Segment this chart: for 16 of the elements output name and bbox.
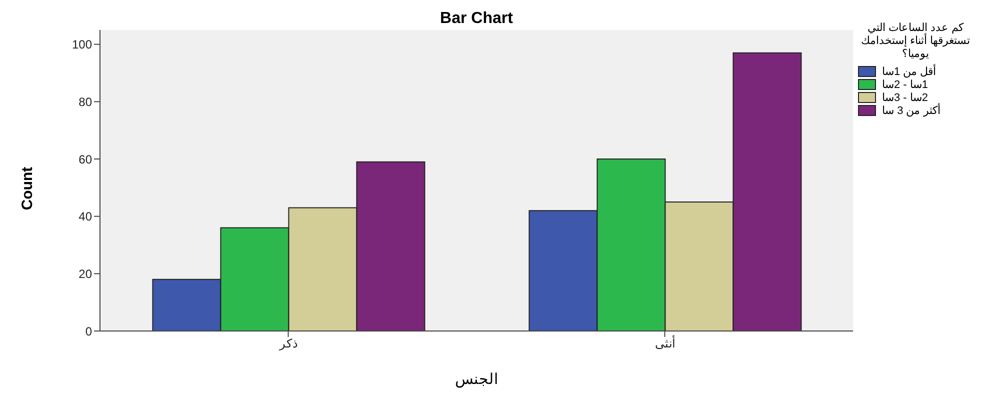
chart-title: Bar Chart — [439, 10, 514, 28]
x-tick-label: أنثى — [654, 336, 675, 351]
legend-title: كم عدد الساعات التي تستغرقها أثناء إستخدامك يوميا؟ — [860, 22, 972, 61]
y-tick-label: 60 — [78, 152, 92, 166]
y-tick-label: 100 — [72, 38, 92, 52]
y-tick-label: 0 — [85, 324, 92, 338]
y-axis-title: Count — [20, 166, 37, 210]
y-tick-label: 80 — [78, 94, 92, 109]
x-tick-label: ذكر — [278, 336, 298, 351]
legend-label: أقل من 1سا — [882, 65, 936, 78]
x-axis-title: الجنس — [454, 370, 499, 388]
y-tick-label: 40 — [78, 210, 92, 224]
legend-label: أكثر من 3 سا — [882, 104, 940, 117]
legend-label: 1سا - 2سا — [882, 78, 928, 91]
legend-label: 2سا - 3سا — [882, 91, 928, 104]
y-tick-label: 20 — [78, 266, 92, 281]
